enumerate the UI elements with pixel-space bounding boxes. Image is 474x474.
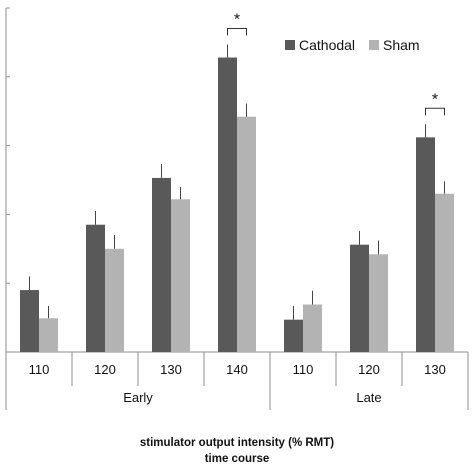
bars-layer <box>20 57 454 352</box>
category-label: 110 <box>293 362 314 377</box>
bar-cathodal <box>284 319 303 352</box>
category-label: 120 <box>358 362 380 377</box>
bar-sham <box>39 318 58 352</box>
category-label: 140 <box>226 362 248 377</box>
significance-bracket <box>227 27 247 36</box>
bar-sham <box>171 199 190 352</box>
significance-bracket <box>425 107 445 116</box>
bar-sham <box>303 304 322 352</box>
bar-sham <box>369 254 388 352</box>
category-label: 120 <box>94 362 116 377</box>
category-label: 130 <box>424 362 446 377</box>
legend-label-cathodal: Cathodal <box>299 37 355 53</box>
bar-sham <box>105 248 124 352</box>
category-label: 130 <box>160 362 182 377</box>
bar-cathodal <box>86 224 105 352</box>
group-label: Early <box>123 390 153 405</box>
bar-cathodal <box>350 244 369 352</box>
legend-label-sham: Sham <box>383 37 420 53</box>
axes-layer <box>5 7 469 410</box>
x-axis-title: stimulator output intensity (% RMT) <box>139 437 335 449</box>
bar-cathodal <box>416 137 435 352</box>
significance-marker: * <box>234 11 240 28</box>
x-axis-subtitle: time course <box>204 453 270 465</box>
legend: Cathodal Sham <box>285 37 420 53</box>
error-bars-layer <box>29 44 445 320</box>
bar-cathodal <box>20 290 39 352</box>
bar-sham <box>435 193 454 352</box>
legend-swatch-sham <box>369 40 379 50</box>
group-label: Late <box>356 390 381 405</box>
category-labels-layer: 110 120 130 140 110 120 130 Early Late <box>29 362 446 405</box>
legend-swatch-cathodal <box>285 40 295 50</box>
bar-cathodal <box>152 177 171 352</box>
significance-layer: ** <box>227 11 445 116</box>
category-label: 110 <box>29 362 50 377</box>
bar-sham <box>237 116 256 352</box>
bar-cathodal <box>218 57 237 352</box>
significance-marker: * <box>432 91 438 108</box>
